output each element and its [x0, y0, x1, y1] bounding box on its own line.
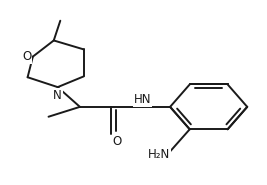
Text: O: O [22, 50, 32, 63]
Text: O: O [113, 135, 122, 148]
Text: HN: HN [134, 93, 151, 106]
Text: N: N [53, 89, 62, 102]
Text: H₂N: H₂N [148, 148, 170, 161]
